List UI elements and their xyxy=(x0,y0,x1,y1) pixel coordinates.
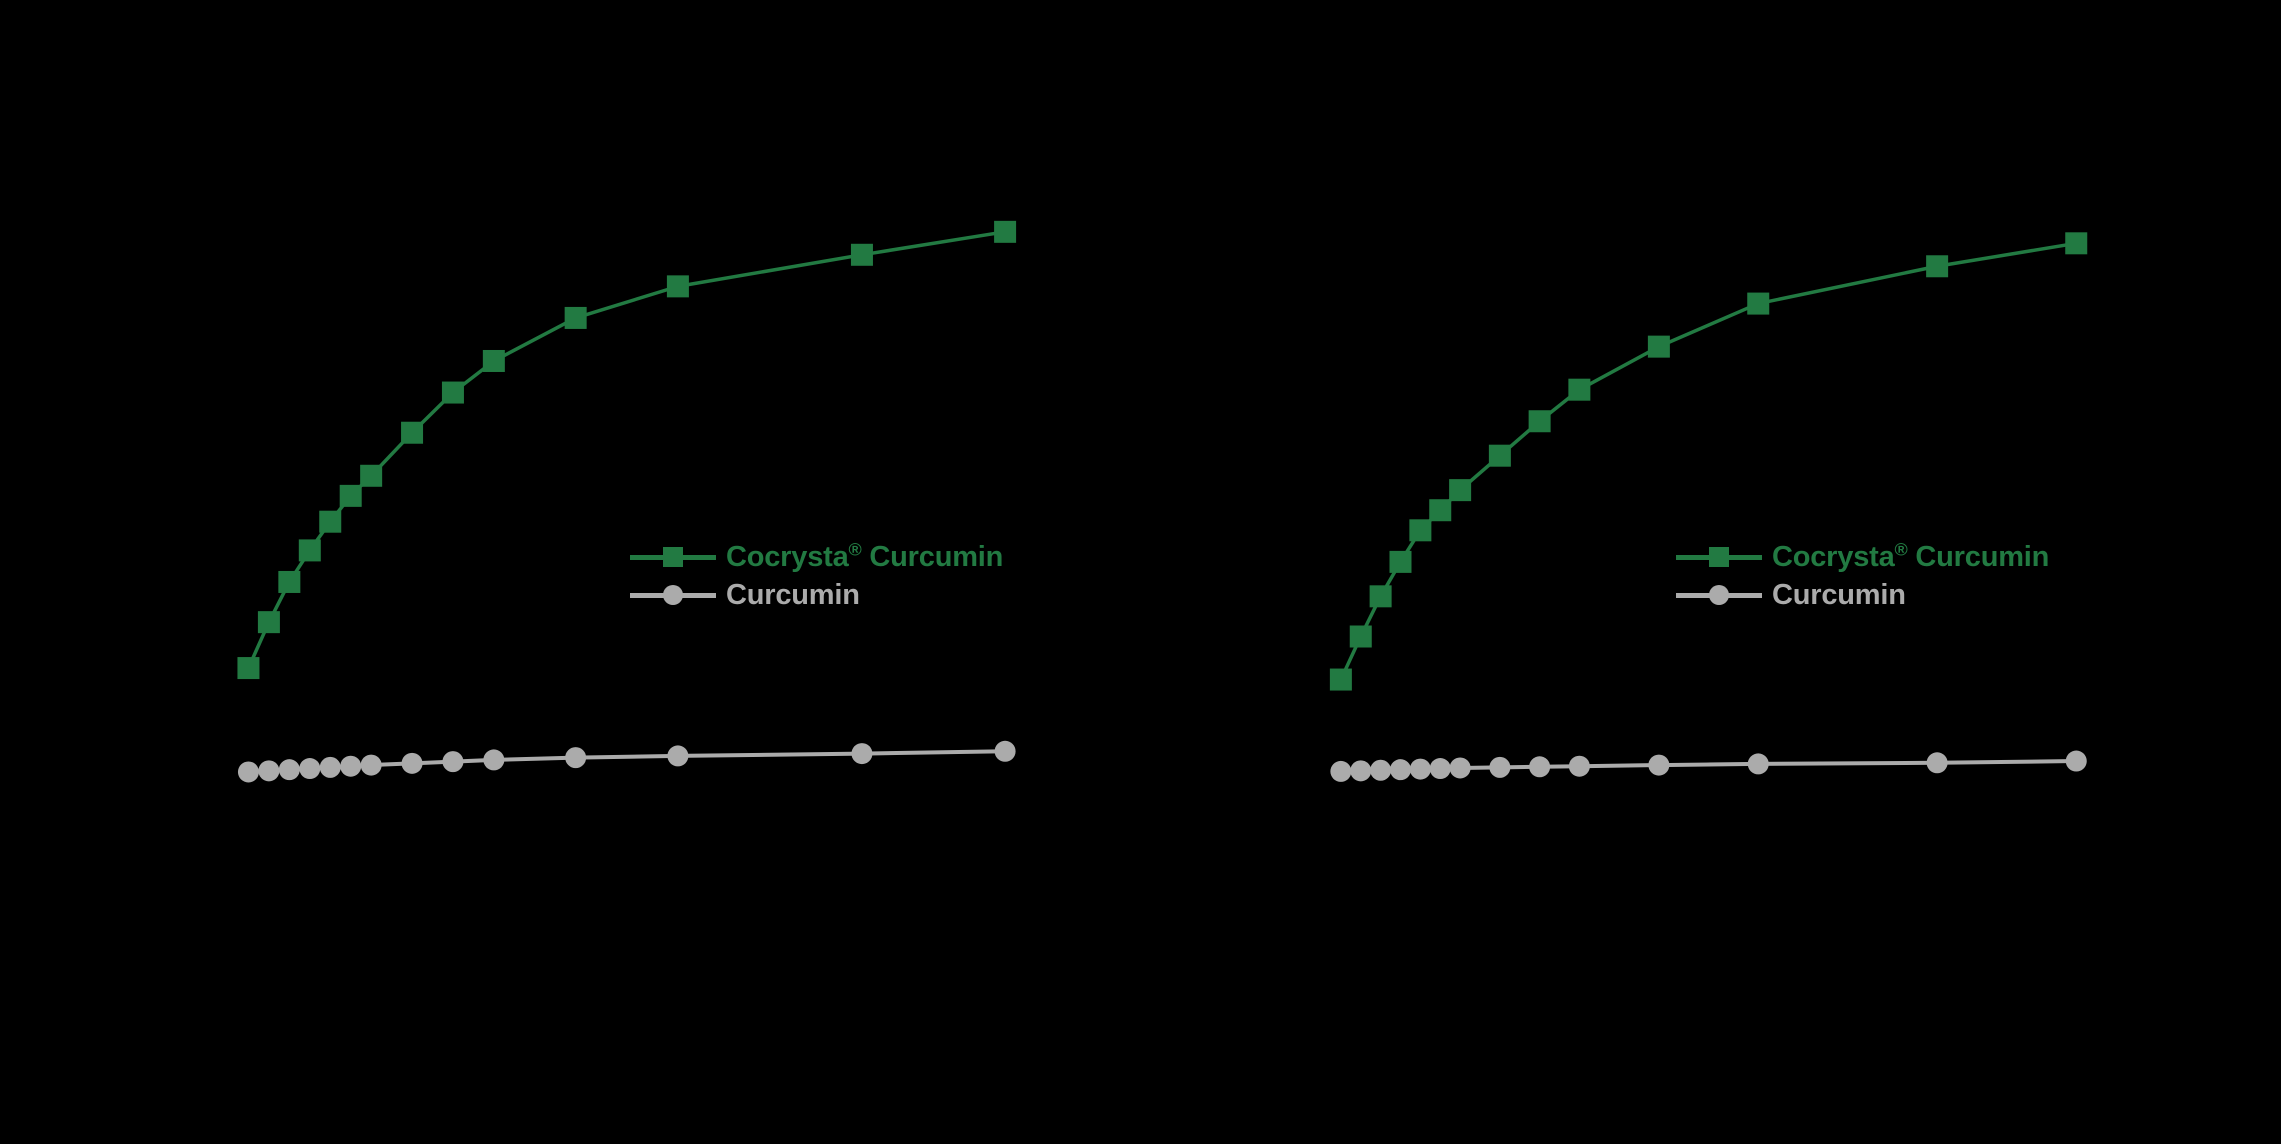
legend-key-curcumin xyxy=(630,583,716,607)
series-group-right xyxy=(1329,232,2088,782)
series-curcumin xyxy=(237,740,1016,783)
data-point-marker xyxy=(1747,292,1770,315)
data-point-marker xyxy=(319,510,342,533)
data-point-marker xyxy=(1330,760,1352,782)
legend-item-curcumin[interactable]: Curcumin xyxy=(1676,576,2049,614)
data-point-marker xyxy=(667,745,689,767)
data-point-marker xyxy=(360,464,383,487)
chart-svg-left xyxy=(217,204,1048,793)
data-point-marker xyxy=(339,484,362,507)
square-marker-icon xyxy=(663,547,683,567)
data-point-marker xyxy=(278,759,300,781)
legend-label-curcumin: Curcumin xyxy=(726,578,860,611)
data-point-marker xyxy=(1370,759,1392,781)
legend-key-cocrysta xyxy=(630,545,716,569)
data-point-marker xyxy=(1449,479,1472,502)
data-point-marker xyxy=(666,275,689,298)
data-point-marker xyxy=(1429,758,1451,780)
data-point-marker xyxy=(483,749,505,771)
data-point-marker xyxy=(401,421,424,444)
legend-item-curcumin[interactable]: Curcumin xyxy=(630,576,1003,614)
data-point-marker xyxy=(278,570,301,593)
data-point-marker xyxy=(565,747,587,769)
data-point-marker xyxy=(340,755,362,777)
legend-label-cocrysta: Cocrysta® Curcumin xyxy=(1772,538,2050,573)
data-point-marker xyxy=(257,611,280,634)
series-group-left xyxy=(237,220,1017,783)
legend-label-curcumin: Curcumin xyxy=(1772,578,1906,611)
data-point-marker xyxy=(1329,668,1352,691)
data-point-marker xyxy=(1390,759,1411,781)
data-point-marker xyxy=(1488,444,1511,467)
data-point-marker xyxy=(1449,757,1471,779)
data-point-marker xyxy=(1648,754,1670,776)
data-point-marker xyxy=(1529,756,1551,778)
data-point-marker xyxy=(1409,758,1431,780)
legend-label-cocrysta: Cocrysta® Curcumin xyxy=(726,538,1004,573)
data-point-marker xyxy=(441,381,464,404)
data-point-marker xyxy=(258,760,280,782)
series-curcumin xyxy=(1330,750,2087,782)
legend-item-cocrysta[interactable]: Cocrysta® Curcumin xyxy=(630,538,1003,576)
data-point-marker xyxy=(1568,378,1591,401)
chart-panel-right: Cocrysta® Curcumin Curcumin xyxy=(1141,0,2281,1144)
data-point-marker xyxy=(1568,755,1590,777)
data-point-marker xyxy=(298,539,321,562)
chart-panel-left: Cocrysta® Curcumin Curcumin xyxy=(0,0,1140,1144)
series-cocrysta xyxy=(237,220,1017,680)
data-point-marker xyxy=(442,751,464,773)
data-point-marker xyxy=(1349,625,1372,648)
data-point-marker xyxy=(1409,519,1432,542)
data-point-marker xyxy=(1926,752,1948,774)
data-point-marker xyxy=(1369,585,1392,608)
data-point-marker xyxy=(564,306,587,329)
data-point-marker xyxy=(360,754,382,776)
data-point-marker xyxy=(299,758,321,780)
square-marker-icon xyxy=(1709,547,1729,567)
data-point-marker xyxy=(237,657,260,680)
circle-marker-icon xyxy=(1709,585,1729,605)
legend-item-cocrysta[interactable]: Cocrysta® Curcumin xyxy=(1676,538,2049,576)
data-point-marker xyxy=(850,243,873,266)
data-point-marker xyxy=(994,220,1017,243)
data-point-marker xyxy=(401,752,423,774)
legend-right: Cocrysta® Curcumin Curcumin xyxy=(1676,538,2049,614)
data-point-marker xyxy=(1647,335,1670,358)
data-point-marker xyxy=(1429,499,1452,522)
legend-key-cocrysta xyxy=(1676,545,1762,569)
data-point-marker xyxy=(482,349,505,372)
data-point-marker xyxy=(2065,232,2088,255)
data-point-marker xyxy=(1489,756,1511,778)
data-point-marker xyxy=(851,743,873,765)
legend-key-curcumin xyxy=(1676,583,1762,607)
axes-right xyxy=(1310,204,2118,793)
data-point-marker xyxy=(1528,410,1551,433)
series-cocrysta xyxy=(1329,232,2088,691)
legend-left: Cocrysta® Curcumin Curcumin xyxy=(630,538,1003,614)
chart-svg-right xyxy=(1310,204,2118,793)
data-point-marker xyxy=(1747,753,1769,775)
data-point-marker xyxy=(237,761,259,783)
data-point-marker xyxy=(1926,255,1949,278)
data-point-marker xyxy=(1389,550,1412,573)
data-point-marker xyxy=(319,756,341,778)
data-point-marker xyxy=(1350,760,1372,782)
data-point-marker xyxy=(994,740,1016,762)
data-point-marker xyxy=(2065,750,2087,772)
circle-marker-icon xyxy=(663,585,683,605)
axes-left xyxy=(217,204,1048,793)
